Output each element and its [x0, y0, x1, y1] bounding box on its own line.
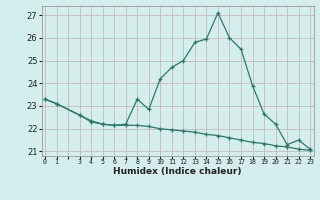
- X-axis label: Humidex (Indice chaleur): Humidex (Indice chaleur): [113, 167, 242, 176]
